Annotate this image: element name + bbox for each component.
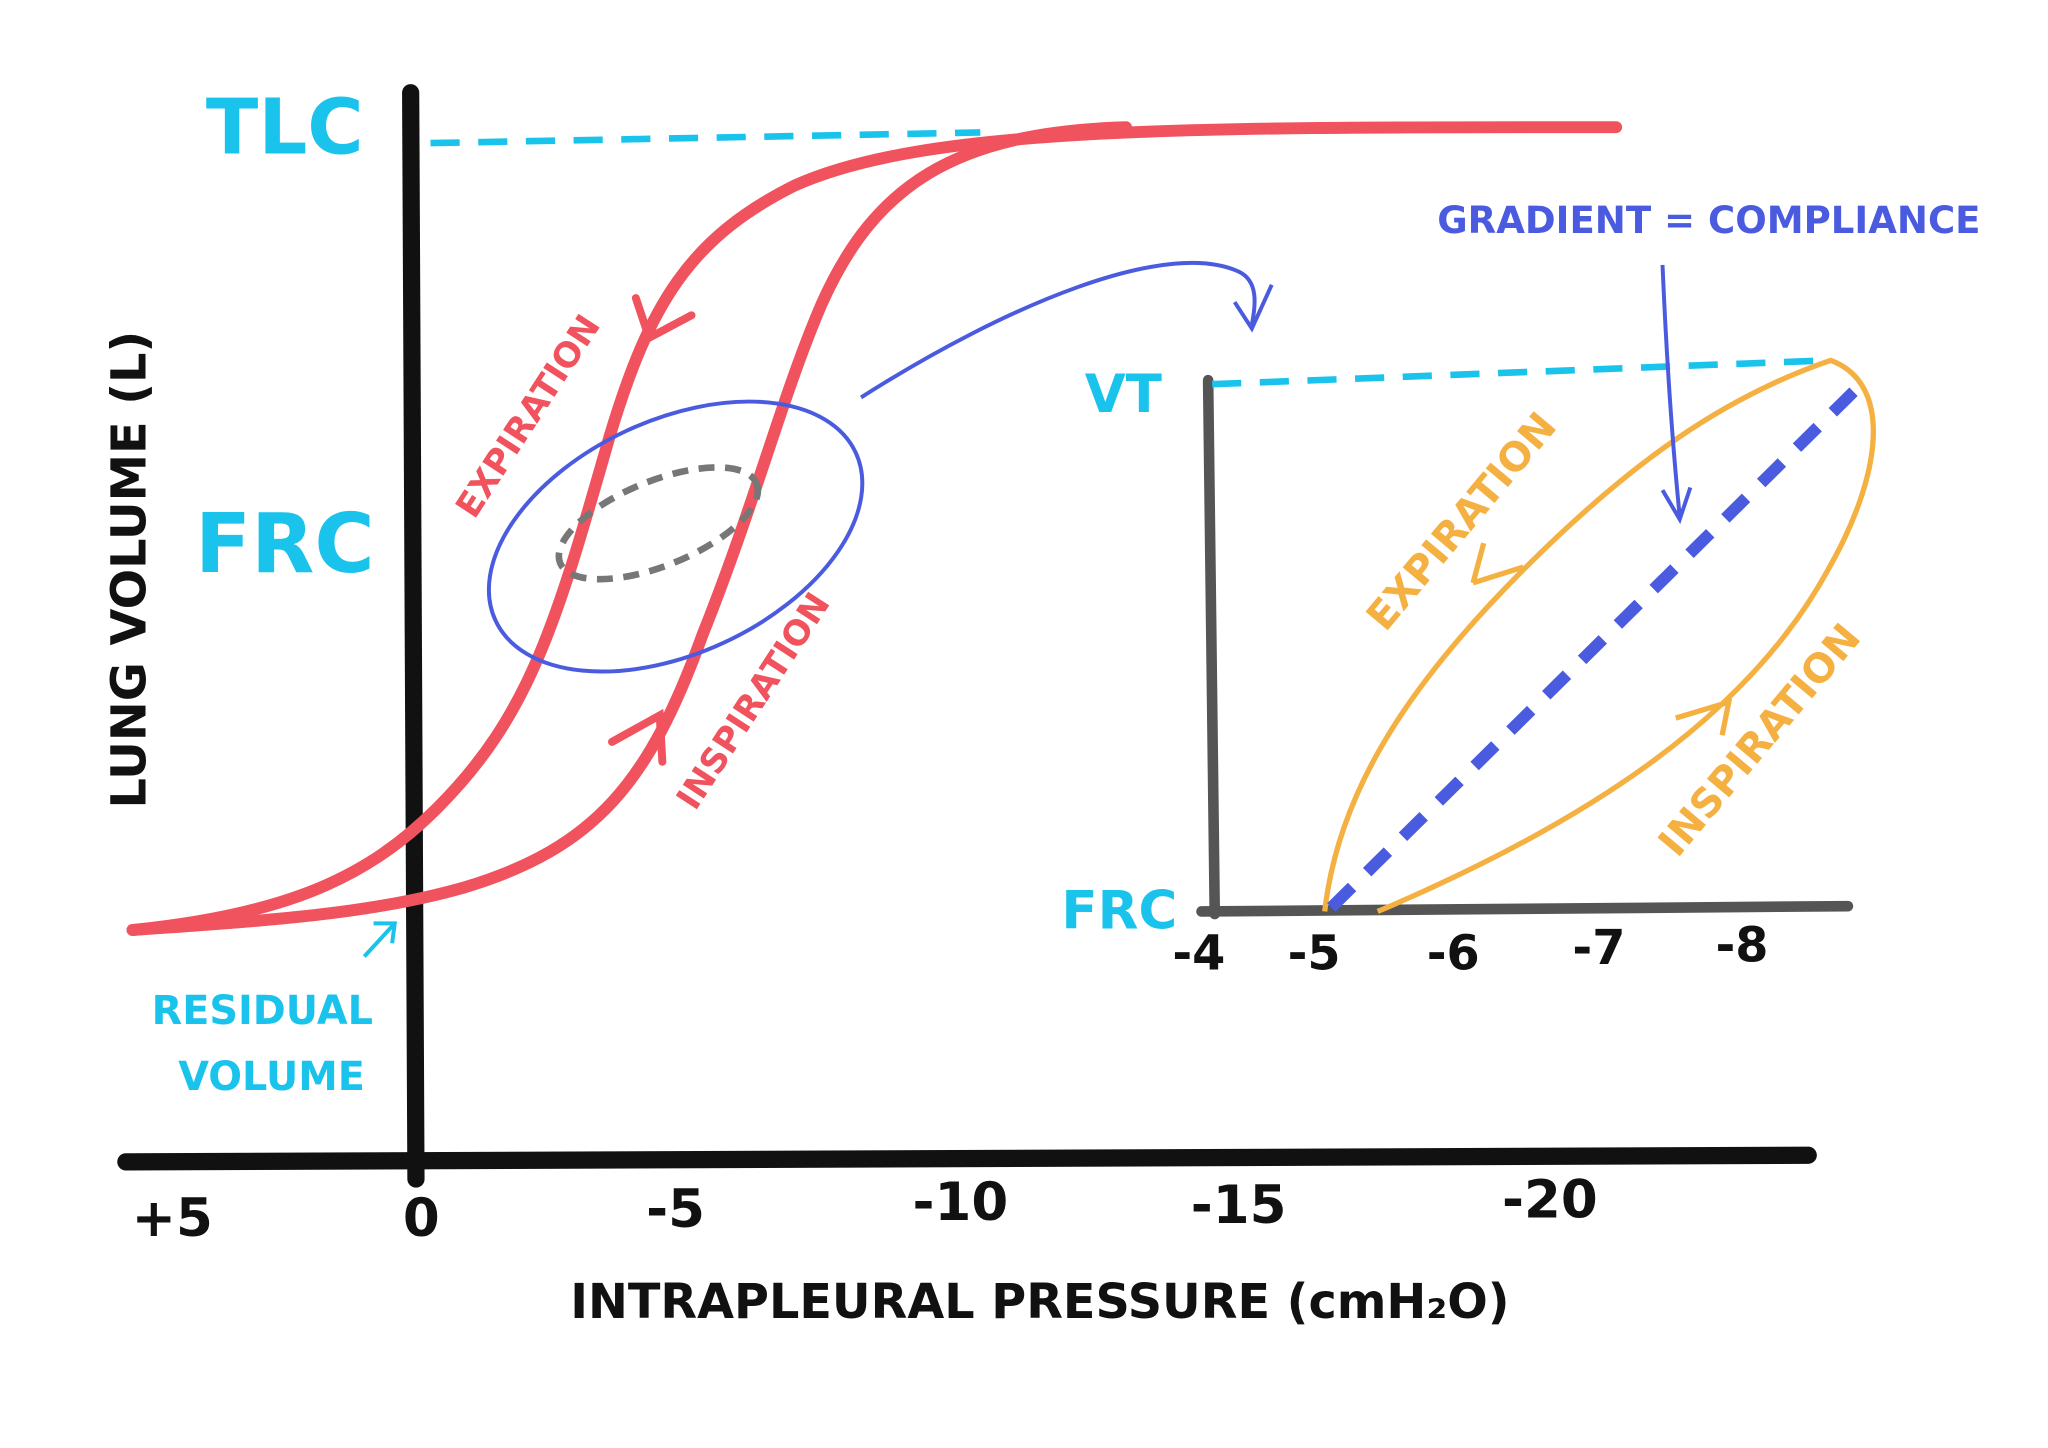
x-tick-label: -10 [913, 1172, 1009, 1233]
y-axis-label: LUNG VOLUME (L) [102, 331, 157, 809]
arrowhead [1674, 698, 1733, 736]
x-axis [117, 1146, 1817, 1171]
inset-y-label: VT [1085, 364, 1162, 425]
arrowhead [631, 294, 696, 344]
note: GRADIENT = COMPLIANCE [1437, 199, 1980, 242]
inset-x-tick-label: -7 [1572, 921, 1625, 976]
x-tick-label: -20 [1502, 1170, 1598, 1231]
inset-y-label: FRC [1061, 881, 1177, 942]
arrowhead [608, 708, 667, 766]
y-axis [402, 84, 425, 1188]
x-tick-label: +5 [132, 1188, 213, 1249]
x-tick-label: 0 [403, 1188, 440, 1249]
y-label: TLC [206, 83, 364, 172]
vt-guide [1211, 357, 1829, 388]
zoom-arrow [859, 260, 1257, 400]
annotation: EXPIRATION [1358, 404, 1566, 640]
annotation: RESIDUAL [152, 988, 373, 1034]
inset-x-tick-label: -6 [1427, 927, 1480, 982]
inset-x-tick-label: -5 [1288, 927, 1341, 982]
zoom-ellipse [486, 399, 865, 674]
annotation: VOLUME [178, 1054, 365, 1100]
x-tick-label: -5 [646, 1179, 705, 1240]
x-tick-label: -15 [1191, 1175, 1287, 1236]
x-axis-label: INTRAPLEURAL PRESSURE (cmH₂O) [570, 1275, 1509, 1330]
annotation: EXPIRATION [448, 308, 608, 525]
note-arrow [1660, 264, 1693, 525]
gradient-line [1327, 379, 1866, 912]
inset-y-axis [1202, 374, 1221, 920]
rv-arrow [362, 921, 398, 958]
tlc-guide [430, 129, 981, 147]
tidal-loop [555, 464, 762, 583]
inset-x-tick-label: -8 [1716, 919, 1769, 974]
annotation: INSPIRATION [669, 586, 838, 817]
inspiration-curve [126, 121, 1132, 936]
inset-x-tick-label: -4 [1172, 927, 1225, 982]
inset-x-axis [1196, 900, 1854, 917]
arrowhead [1232, 284, 1274, 333]
arrowhead [1470, 542, 1525, 586]
compliance-loop [1322, 357, 1876, 914]
y-label: FRC [195, 497, 375, 592]
